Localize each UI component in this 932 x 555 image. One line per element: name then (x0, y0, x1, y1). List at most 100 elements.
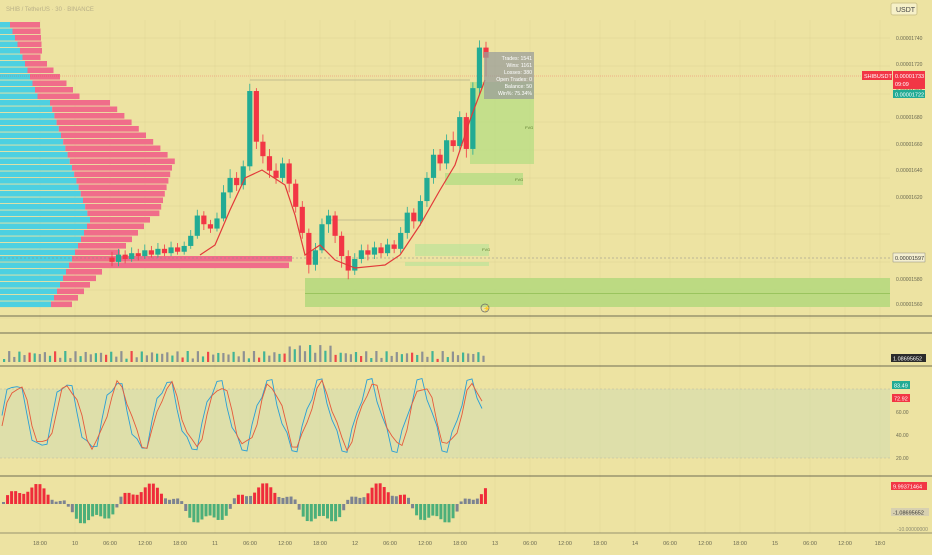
time-tick: 12:00 (838, 541, 852, 547)
stats-open: Open Trades: 0 (496, 77, 532, 83)
fvg-label: FVG (525, 125, 533, 130)
profile-sell-bar (66, 269, 102, 275)
profile-buy-bar (0, 80, 33, 87)
osc-bar (463, 498, 467, 504)
candle-body (122, 254, 128, 259)
stats-trades: Trades: 1541 (502, 56, 532, 62)
volume-bar (339, 352, 342, 362)
candle-body (430, 154, 437, 178)
profile-sell-bar (25, 61, 47, 67)
volume-bar (181, 357, 184, 362)
osc-bar (350, 496, 354, 504)
time-tick: 18:00 (313, 541, 327, 547)
countdown: 09:09 (895, 82, 909, 88)
osc-bar (123, 492, 127, 504)
price-tick: 0.00001720 (896, 62, 923, 68)
candle-body (339, 235, 345, 257)
candle-body (457, 117, 463, 147)
volume-bar (84, 351, 87, 362)
volume-bar (421, 351, 424, 362)
osc-bar (164, 498, 167, 504)
candle-body (444, 140, 450, 164)
candle-body (260, 141, 266, 157)
volume-bar (426, 356, 429, 362)
volume-bar (79, 356, 82, 362)
fvg-zone-low (415, 244, 489, 256)
osc-bar (423, 504, 427, 521)
osc-bar (261, 483, 265, 504)
time-tick: 14 (632, 541, 638, 547)
profile-buy-bar (0, 223, 87, 230)
volume-bar (201, 356, 205, 362)
osc-bar (411, 504, 415, 509)
volume-bar (482, 355, 485, 362)
time-tick: 18:00 (733, 541, 747, 547)
lightning-glyph: ⚡ (483, 305, 490, 313)
candle-body (155, 248, 161, 255)
time-tick: 06:00 (523, 541, 537, 547)
candle-body (352, 258, 358, 271)
profile-buy-bar (0, 100, 50, 106)
profile-sell-bar (35, 87, 73, 93)
volume-bar (3, 359, 6, 362)
osc-bar (281, 497, 285, 504)
price-tick: 0.00001740 (896, 36, 923, 42)
osc-bar (269, 487, 273, 504)
candle-body (129, 253, 135, 259)
osc-bar (236, 494, 240, 504)
candle-body (253, 91, 259, 142)
volume-bar (263, 351, 266, 362)
volume-bar (222, 353, 225, 362)
osc-bar (366, 493, 370, 504)
osc-bar (180, 501, 184, 504)
volume-bar (431, 351, 434, 362)
osc-bar (70, 504, 74, 513)
volume-bar (258, 357, 261, 362)
time-tick: 12:00 (278, 541, 292, 547)
last-price-box (893, 71, 925, 89)
quote-badge[interactable]: USDT (896, 7, 916, 14)
profile-sell-bar (69, 158, 175, 165)
volume-bar (477, 352, 480, 362)
time-tick: 06:00 (383, 541, 397, 547)
osc-bar (22, 493, 26, 504)
profile-buy-bar (0, 119, 57, 126)
profile-buy-bar (0, 61, 25, 67)
profile-sell-bar (65, 145, 161, 152)
volume-bar (145, 355, 148, 362)
volume-bar (94, 353, 97, 362)
osc-bar (451, 504, 455, 519)
quote-badge-box[interactable] (890, 2, 918, 16)
profile-sell-bar (78, 243, 126, 249)
osc-bar (87, 504, 91, 521)
osc-bar (18, 493, 22, 504)
profile-sell-bar (60, 282, 90, 288)
fvg-zones: FVG FVG FVG (305, 82, 890, 307)
profile-sell-bar (87, 223, 144, 230)
osc-bar (394, 496, 398, 504)
time-tick: 12 (352, 541, 358, 547)
volume-bar (436, 358, 439, 362)
osc-bar (184, 504, 188, 511)
osc-bar (285, 496, 289, 504)
profile-buy-bar (0, 87, 35, 93)
osc-bar (224, 504, 228, 516)
osc-bar (143, 487, 147, 504)
osc-bar (305, 504, 309, 522)
volume-bar (89, 354, 92, 362)
stats-winrate: Win%: 75.34% (498, 91, 532, 97)
candle-body (181, 245, 187, 252)
profile-sell-bar (52, 106, 118, 113)
candle-body (194, 215, 200, 236)
osc-bar (245, 496, 248, 504)
time-axis[interactable]: 18:00 10 06:00 12:00 18:00 11 06:00 12:00 18:00 1… (33, 541, 885, 547)
osc-bar (34, 484, 38, 504)
lightning-icon[interactable] (480, 303, 490, 313)
price-tick: 0.00001580 (896, 277, 923, 283)
osc-bar (212, 504, 216, 518)
profile-sell-bar (75, 249, 120, 256)
candle-body (201, 215, 207, 225)
profile-sell-bar (72, 256, 292, 262)
price-tick: 0.00001620 (896, 195, 923, 201)
